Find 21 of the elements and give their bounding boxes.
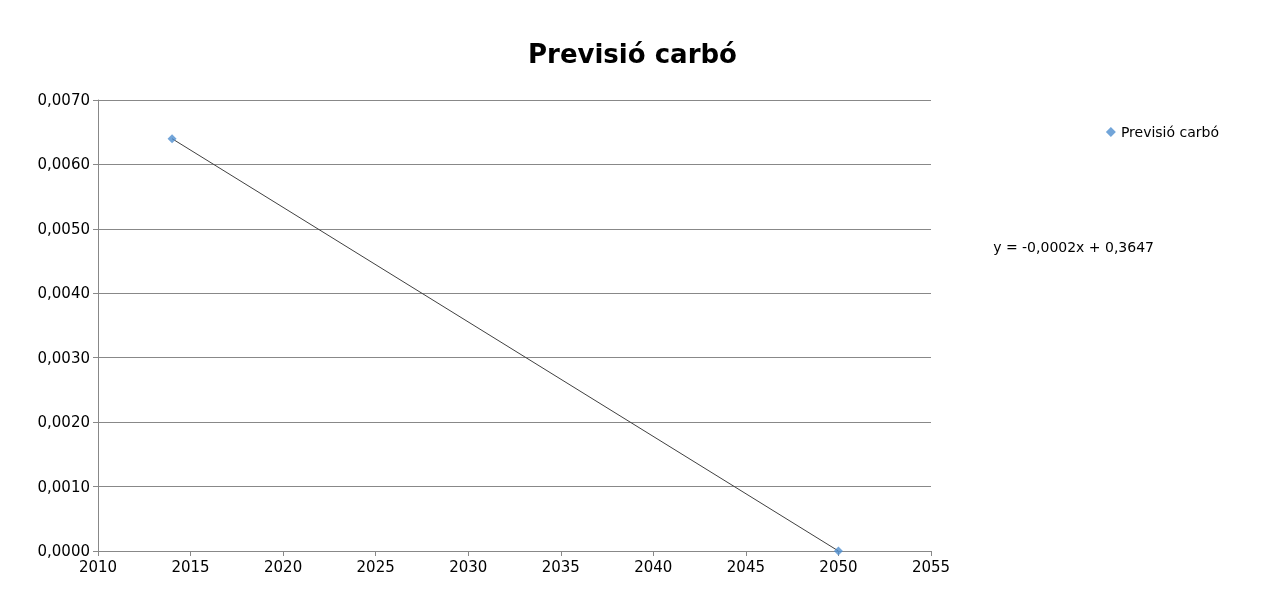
text: y = -0,0002x + 0,3647 — [993, 239, 1154, 255]
y-tick-label: 0,0050 — [37, 219, 90, 238]
x-tick-label: 2045 — [726, 557, 765, 576]
x-tick-label: 2020 — [264, 557, 303, 576]
x-tick-label: 2015 — [171, 557, 210, 576]
legend-label: Previsió carbó — [1120, 124, 1220, 140]
chart-title: Previsió carbó — [528, 39, 737, 69]
x-tick-label: 2010 — [78, 557, 118, 576]
y-tick-label: 0,0060 — [37, 155, 90, 174]
x-tick-label: 2050 — [819, 557, 858, 576]
y-tick-label: 0,0030 — [37, 348, 90, 367]
y-tick-label: 0,0010 — [37, 477, 90, 496]
x-tick-label: 2040 — [634, 557, 673, 576]
x-tick-label: 2055 — [911, 557, 951, 576]
y-tick-label: 0,0020 — [37, 413, 90, 432]
x-tick-label: 2030 — [449, 557, 488, 576]
y-tick-label: 0,0040 — [37, 284, 90, 303]
x-tick-label: 2035 — [541, 557, 580, 576]
y-tick-label: 0,0000 — [37, 542, 90, 560]
x-tick-label: 2025 — [356, 557, 395, 576]
y-tick-label: 0,0070 — [37, 91, 90, 109]
